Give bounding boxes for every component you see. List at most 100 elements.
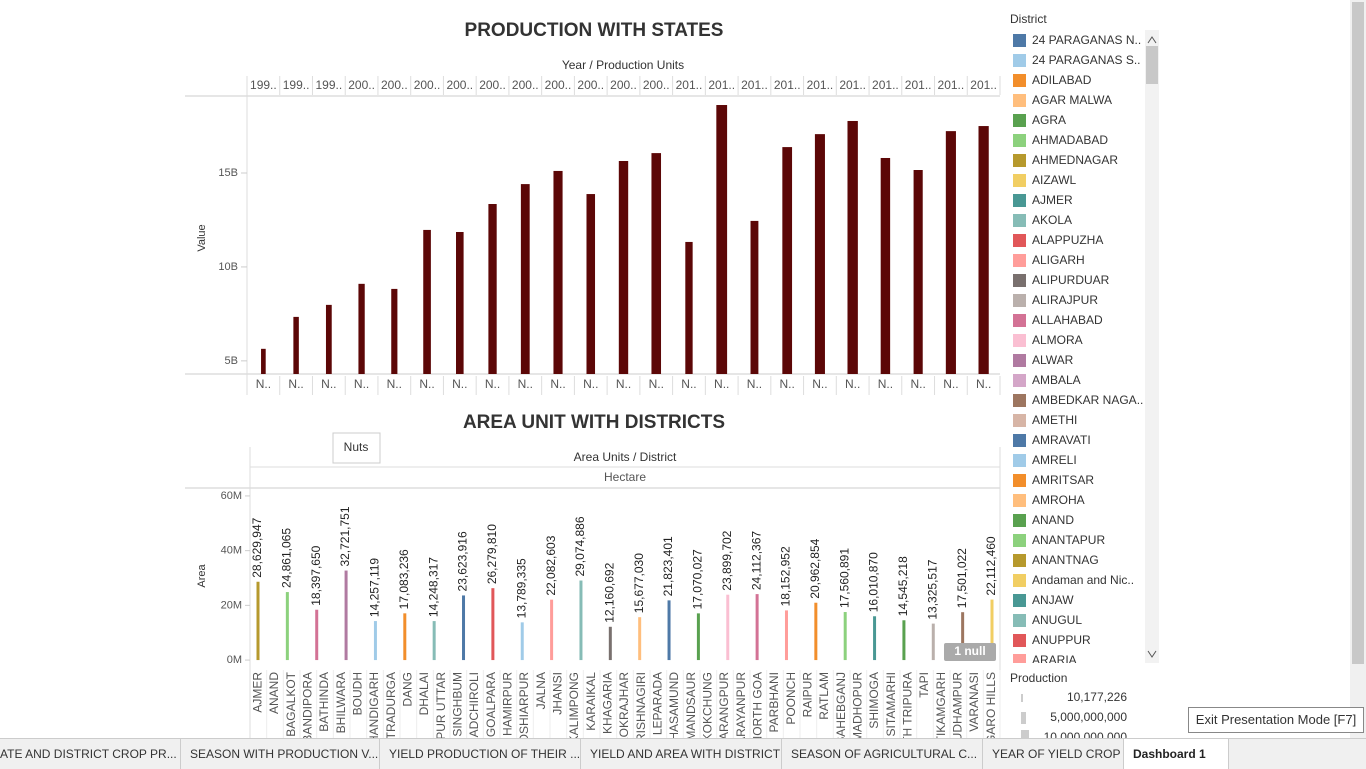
bar [685,241,693,374]
y-axis-title: Value [196,224,208,251]
sheet-tab[interactable]: Dashboard 1 [1124,739,1229,769]
legend-swatch [1013,314,1026,327]
x-tick-label: KARAIKAL [584,672,598,731]
legend-swatch [1013,154,1026,167]
legend-label: ARARIA [1032,653,1077,667]
size-legend-title: Production [1010,671,1067,685]
bar [373,621,377,661]
column-label: 200.. [479,78,506,92]
chart-title: AREA UNIT WITH DISTRICTS [463,412,725,433]
legend-swatch [1013,394,1026,407]
legend-label: ANUGUL [1032,613,1082,627]
data-label: 22,112,460 [984,536,998,595]
sheet-tab[interactable]: SEASON WITH PRODUCTION V... [181,739,380,769]
bar [579,580,583,661]
size-swatch [1021,712,1026,724]
legend-swatch [1013,434,1026,447]
row-label: N.. [354,377,369,391]
bar [618,160,629,374]
bar [651,153,662,374]
bar [847,120,858,375]
data-label: 29,074,886 [573,516,587,576]
legend-label: AMBALA [1032,373,1081,387]
legend-swatch [1013,354,1026,367]
null-indicator [944,643,996,661]
bar [902,620,906,661]
column-label: 200.. [545,78,572,92]
bar [491,588,495,661]
y-tick-label: 15B [218,167,238,179]
row-label: N.. [910,377,925,391]
data-label: 24,112,367 [749,531,763,590]
bar [814,602,818,661]
y-tick-label: 20M [221,599,242,611]
legend-label: AGAR MALWA [1032,93,1112,107]
data-label: 13,325,517 [925,559,939,619]
sheet-tab[interactable]: YIELD PRODUCTION OF THEIR ... [380,739,581,769]
x-tick-label: JHANSI [551,672,565,715]
bar [586,194,596,374]
data-label: 21,823,401 [661,536,675,596]
bar [814,134,825,374]
column-subheader: Hectare [604,470,646,484]
sheet-tab[interactable]: SEASON OF AGRICULTURAL C... [782,739,983,769]
data-label: 12,160,692 [602,562,616,622]
x-tick-label: MANDSAUR [684,672,698,738]
bar [550,599,554,661]
legend-label: AJMER [1032,193,1073,207]
size-legend-label: 5,000,000,000 [1050,710,1127,724]
column-label: 199.. [283,78,310,92]
legend-label: AMRITSAR [1032,473,1094,487]
column-label: 200.. [577,78,604,92]
bar [488,204,497,374]
tooltip-text: Nuts [344,440,369,454]
row-label: N.. [845,377,860,391]
data-label: 18,397,650 [309,545,323,605]
sheet-tab[interactable]: YIELD AND AREA WITH DISTRICT [581,739,782,769]
x-tick-label: SINGHBUM [451,672,465,737]
x-tick-label: JALNA [534,672,548,709]
chart-title: PRODUCTION WITH STATES [465,20,724,41]
row-label: N.. [387,377,402,391]
x-tick-label: GOALPARA [484,672,498,737]
data-label: 14,248,317 [426,557,440,617]
legend-label: ANJAW [1032,593,1074,607]
sheet-tab[interactable]: YEAR OF YIELD CROP [983,739,1124,769]
legend-swatch [1013,194,1026,207]
bar [256,581,260,661]
row-label: N.. [976,377,991,391]
x-tick-label: RAIPUR [801,672,815,718]
legend-label: AHMADABAD [1032,133,1108,147]
bar [456,231,464,374]
size-legend-label: 10,000,000,000 [1044,730,1128,738]
x-tick-label: TAPI [917,672,931,698]
bar [990,599,994,661]
legend-label: ANANTAPUR [1032,533,1105,547]
x-tick-label: HANDIGARH [367,672,381,738]
column-label: 200.. [643,78,670,92]
legend-scrollbar [1145,30,1159,663]
data-label: 17,083,236 [397,549,411,609]
legend-swatch [1013,594,1026,607]
legend-swatch [1013,574,1026,587]
x-tick-label: ANAND [267,672,281,714]
data-label: 28,629,947 [250,517,264,577]
tooltip-box [332,432,381,464]
size-legend-label: 10,177,226 [1067,690,1127,704]
legend-label: ALWAR [1032,353,1074,367]
size-swatch [1021,694,1023,702]
legend-scroll-thumb[interactable] [1146,46,1158,84]
bar [358,283,365,374]
column-label: 201.. [741,78,768,92]
x-tick-label: ITRADURGA [384,672,398,738]
page-scroll-thumb[interactable] [1352,2,1364,664]
data-label: 23,623,916 [456,531,470,591]
sheet-tab[interactable]: ATE AND DISTRICT CROP PR... [0,739,181,769]
legend-swatch [1013,634,1026,647]
bar [285,592,289,661]
column-label: 201.. [676,78,703,92]
bar [696,613,700,661]
y-tick-label: 40M [221,545,242,557]
x-tick-label: TH TRIPURA [901,672,915,738]
row-label: N.. [256,377,271,391]
